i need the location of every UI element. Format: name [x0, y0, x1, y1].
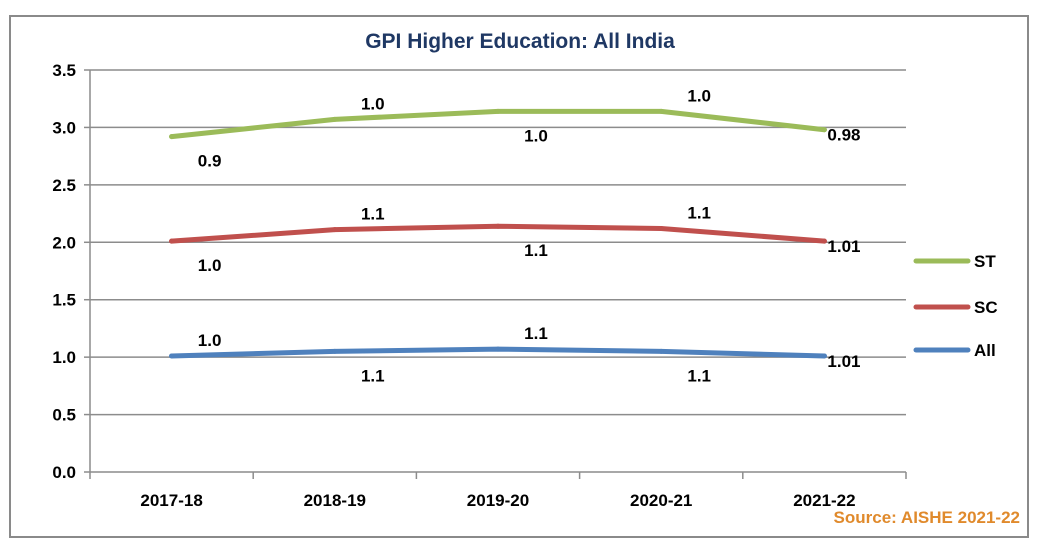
data-label-all: 1.1: [361, 366, 385, 385]
series-line-st: [169, 108, 827, 140]
data-point-st: [169, 134, 175, 140]
data-label-sc: 1.1: [524, 241, 548, 260]
data-point-all: [821, 353, 827, 359]
y-tick-label: 2.0: [52, 233, 76, 252]
data-label-all: 1.01: [827, 352, 860, 371]
data-label-st: 0.9: [198, 152, 222, 171]
y-tick-label: 2.5: [52, 176, 76, 195]
y-tick-label: 3.5: [52, 61, 76, 80]
x-tick-label: 2019-20: [467, 491, 529, 510]
y-tick-label: 0.5: [52, 406, 76, 425]
x-tick-label: 2017-18: [140, 491, 202, 510]
data-point-st: [332, 116, 338, 122]
data-label-sc: 1.0: [198, 256, 222, 275]
x-tick-label: 2020-21: [630, 491, 692, 510]
data-label-sc: 1.1: [361, 205, 385, 224]
data-point-sc: [658, 226, 664, 232]
data-label-st: 1.0: [687, 86, 711, 105]
data-point-all: [169, 353, 175, 359]
x-tick-label: 2018-19: [304, 491, 366, 510]
y-tick-label: 1.0: [52, 348, 76, 367]
data-point-sc: [495, 223, 501, 229]
data-point-all: [495, 346, 501, 352]
data-point-st: [658, 108, 664, 114]
chart-title: GPI Higher Education: All India: [365, 30, 675, 53]
data-label-all: 1.1: [524, 324, 548, 343]
legend-label-all: All: [974, 341, 996, 360]
data-point-all: [658, 348, 664, 354]
chart-frame: [9, 15, 1029, 538]
data-point-st: [821, 127, 827, 133]
source-note: Source: AISHE 2021-22: [833, 508, 1020, 527]
data-point-all: [332, 348, 338, 354]
x-tick-label: 2021-22: [793, 491, 855, 510]
data-label-st: 1.0: [524, 126, 548, 145]
data-label-sc: 1.1: [687, 204, 711, 223]
data-point-sc: [821, 238, 827, 244]
legend-label-st: ST: [974, 252, 996, 271]
data-point-sc: [169, 238, 175, 244]
legend-label-sc: SC: [974, 298, 998, 317]
data-label-sc: 1.01: [827, 237, 860, 256]
data-label-st: 0.98: [827, 126, 860, 145]
data-point-st: [495, 108, 501, 114]
y-tick-label: 3.0: [52, 118, 76, 137]
data-label-st: 1.0: [361, 94, 385, 113]
data-point-sc: [332, 227, 338, 233]
y-tick-label: 1.5: [52, 291, 76, 310]
y-tick-label: 0.0: [52, 463, 76, 482]
data-label-all: 1.1: [687, 366, 711, 385]
data-label-all: 1.0: [198, 331, 222, 350]
